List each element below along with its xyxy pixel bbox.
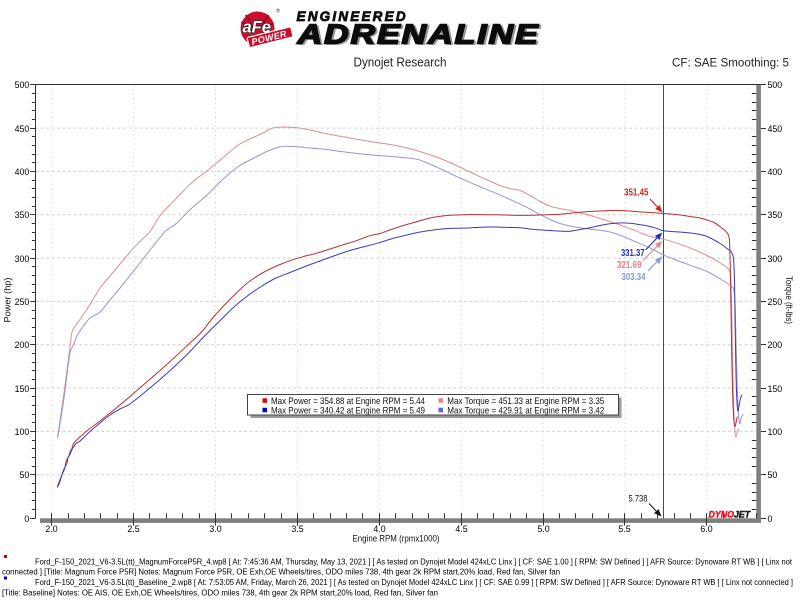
svg-text:500: 500 (768, 80, 783, 90)
svg-text:50: 50 (20, 470, 30, 480)
svg-text:303.34: 303.34 (622, 272, 646, 283)
svg-text:[Title: Baseline] Notes: OE A: [Title: Baseline] Notes: OE AIS, OE Exh,… (2, 589, 438, 598)
svg-text:351.45: 351.45 (624, 188, 649, 199)
svg-text:5.5: 5.5 (618, 524, 630, 534)
svg-text:6.0: 6.0 (700, 524, 712, 534)
svg-text:Ford_F-150_2021_V6-3.5L(tt)_Ba: Ford_F-150_2021_V6-3.5L(tt)_Baseline_2.w… (35, 578, 793, 587)
svg-text:0: 0 (768, 514, 773, 524)
svg-text:200: 200 (768, 340, 783, 350)
svg-text:ENGINEERED: ENGINEERED (297, 9, 408, 24)
svg-text:150: 150 (15, 384, 30, 394)
svg-text:100: 100 (15, 427, 30, 437)
svg-text:150: 150 (768, 384, 783, 394)
svg-text:300: 300 (768, 254, 783, 264)
svg-text:3.0: 3.0 (209, 524, 221, 534)
svg-text:4.0: 4.0 (373, 524, 385, 534)
svg-text:331.37: 331.37 (621, 248, 645, 259)
svg-text:321.69: 321.69 (617, 260, 642, 271)
svg-text:0: 0 (24, 514, 29, 524)
svg-text:ADRENALINE: ADRENALINE (296, 18, 539, 49)
svg-text:200: 200 (15, 340, 30, 350)
svg-text:Max Power = 340.42 at Engine R: Max Power = 340.42 at Engine RPM = 5.49 (271, 406, 425, 417)
svg-text:2.0: 2.0 (45, 524, 57, 534)
svg-text:Max Power = 354.88 at Engine R: Max Power = 354.88 at Engine RPM = 5.44 (271, 396, 425, 407)
svg-text:DYNO: DYNO (709, 510, 735, 520)
svg-text:connected ] [Title: Magnum For: connected ] [Title: Magnum Force P5R] No… (2, 568, 560, 577)
svg-text:250: 250 (768, 297, 783, 307)
svg-text:50: 50 (768, 470, 778, 480)
svg-text:Torque (ft-lbs): Torque (ft-lbs) (784, 276, 795, 324)
svg-text:500: 500 (15, 80, 30, 90)
svg-text:4.5: 4.5 (455, 524, 467, 534)
svg-text:3.5: 3.5 (291, 524, 303, 534)
svg-text:350: 350 (768, 210, 783, 220)
svg-text:450: 450 (15, 124, 30, 134)
svg-text:JET: JET (734, 510, 751, 520)
svg-text:5.0: 5.0 (537, 524, 549, 534)
svg-text:Ford_F-150_2021_V6-3.5L(tt)_Ma: Ford_F-150_2021_V6-3.5L(tt)_MagnumForceP… (35, 557, 793, 566)
svg-text:5.738: 5.738 (629, 493, 648, 504)
svg-text:CF: SAE Smoothing: 5: CF: SAE Smoothing: 5 (672, 56, 789, 70)
svg-text:ADRENALINE: ADRENALINE (299, 19, 542, 50)
svg-text:aFe: aFe (243, 19, 271, 37)
svg-text:Max Torque = 451.33 at Engine: Max Torque = 451.33 at Engine RPM = 3.35 (447, 396, 604, 407)
svg-text:100: 100 (768, 427, 783, 437)
svg-text:Dynojet Research: Dynojet Research (354, 56, 447, 70)
svg-text:Max Torque = 429.91 at Engine: Max Torque = 429.91 at Engine RPM = 3.42 (447, 406, 604, 417)
svg-text:250: 250 (15, 297, 30, 307)
svg-text:450: 450 (768, 124, 783, 134)
svg-text:400: 400 (768, 167, 783, 177)
svg-text:Engine RPM (rpmx1000): Engine RPM (rpmx1000) (353, 533, 440, 544)
svg-text:Power (hp): Power (hp) (2, 278, 13, 323)
svg-text:®: ® (276, 8, 280, 15)
svg-text:400: 400 (15, 167, 30, 177)
svg-text:350: 350 (15, 210, 30, 220)
svg-text:300: 300 (15, 254, 30, 264)
svg-text:2.5: 2.5 (127, 524, 139, 534)
